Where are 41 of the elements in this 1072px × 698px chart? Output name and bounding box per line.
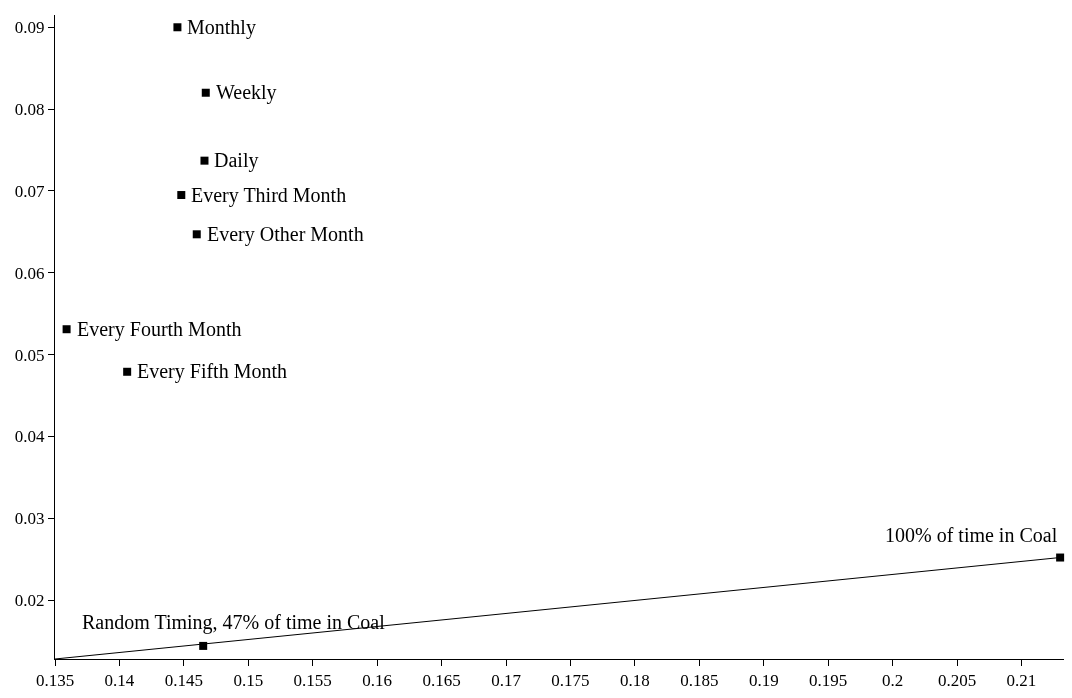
x-tick-label: 0.18: [620, 671, 650, 691]
point: [123, 367, 132, 376]
x-tick-label: 0.155: [293, 671, 332, 691]
point: [200, 156, 209, 165]
x-tick-label: 0.145: [164, 671, 203, 691]
x-tick-label: 0.14: [104, 671, 135, 691]
y-tick-label: 0.07: [14, 181, 46, 201]
x-tick-label: 0.165: [422, 671, 461, 691]
y-tick-label: 0.08: [14, 100, 45, 120]
x-tick-label: 0.21: [1006, 671, 1037, 691]
annotation: Daily: [214, 149, 259, 172]
x-tick-label: 0.185: [680, 671, 719, 691]
annotation: Every Other Month: [207, 223, 364, 246]
annotation: Random Timing, 47% of time in Coal: [82, 611, 386, 634]
annotation: Weekly: [216, 81, 277, 104]
point: [192, 230, 201, 239]
point: [1056, 553, 1065, 562]
y-tick-label: 0.04: [14, 427, 46, 447]
x-tick-label: 0.2: [881, 671, 904, 691]
annotation: 100% of time in Coal: [885, 524, 1058, 546]
point: [201, 88, 210, 97]
y-tick-label: 0.03: [14, 509, 45, 529]
x-tick-label: 0.17: [491, 671, 522, 691]
y-tick-label: 0.05: [14, 345, 45, 365]
annotation: Every Fourth Month: [77, 318, 242, 341]
x-tick-label: 0.15: [233, 671, 264, 691]
point: [173, 23, 182, 32]
x-tick-label: 0.195: [809, 671, 848, 691]
x-tick-label: 0.205: [937, 671, 977, 691]
annotation: Every Fifth Month: [137, 360, 287, 383]
y-tick-label: 0.09: [14, 18, 45, 38]
y-tick-label: 0.06: [14, 263, 45, 283]
annotation: Monthly: [187, 16, 256, 39]
annotation: Every Third Month: [191, 184, 347, 207]
x-tick-label: 0.16: [362, 671, 393, 691]
x-tick-label: 0.135: [35, 671, 75, 691]
y-tick-label: 0.02: [14, 591, 45, 611]
x-tick-label: 0.19: [748, 671, 779, 691]
point: [62, 325, 71, 334]
x-tick-label: 0.175: [551, 671, 590, 691]
point: [177, 191, 186, 200]
